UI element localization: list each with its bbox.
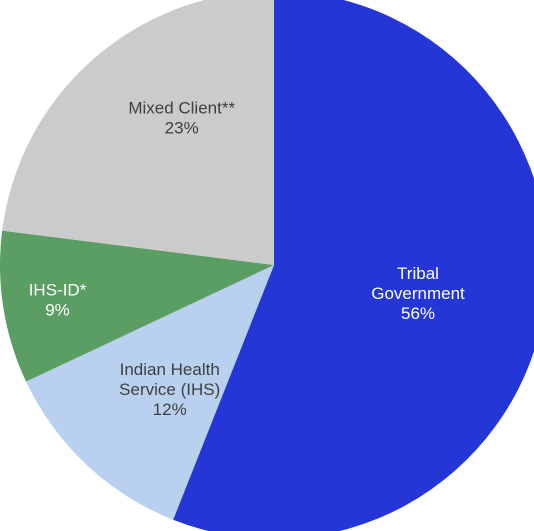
pie-label-line-indian-health-service: Service (IHS) [119, 380, 220, 399]
pie-label-line-mixed-client: Mixed Client** [128, 99, 235, 118]
pie-label-ihs-id: IHS-ID* 9% [29, 280, 87, 319]
pie-label-tribal-government: Tribal Government 56% [371, 264, 465, 323]
pie-label-indian-health-service: Indian Health Service (IHS) 12% [119, 360, 220, 419]
pie-slice-tribal-government [173, 0, 534, 531]
pie-slice-ihs-id [0, 230, 275, 382]
pie-label-mixed-client: Mixed Client** 23% [128, 99, 235, 138]
pie-label-line-tribal-government: Government [371, 284, 465, 303]
pie-percent-ihs-id: 9% [45, 300, 70, 319]
pie-label-line-tribal-government: Tribal [397, 264, 439, 283]
pie-percent-indian-health-service: 12% [153, 400, 187, 419]
pie-label-line-indian-health-service: Indian Health [120, 360, 220, 379]
pie-slice-mixed-client [2, 0, 274, 265]
pie-label-line-ihs-id: IHS-ID* [29, 280, 87, 299]
pie-percent-mixed-client: 23% [165, 119, 199, 138]
pie-slice-indian-health-service [26, 265, 274, 520]
pie-percent-tribal-government: 56% [401, 304, 435, 323]
pie-labels: Tribal Government 56% Indian Health Service … [29, 99, 465, 419]
